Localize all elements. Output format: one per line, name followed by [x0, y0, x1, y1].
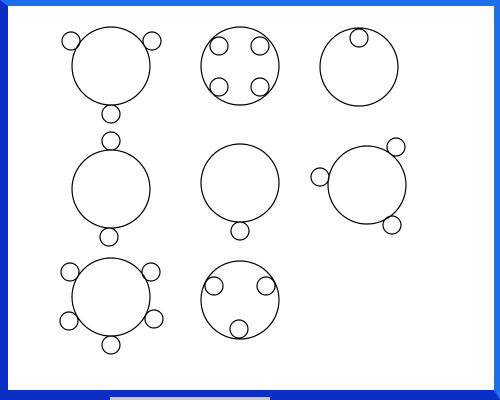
satellite-circle [310, 167, 330, 187]
main-circle [200, 26, 280, 106]
satellite-circle [349, 28, 369, 48]
satellite-circle [60, 262, 80, 282]
figures-layer [59, 26, 407, 355]
bottom-scroll-strip [110, 397, 270, 400]
satellite-circle [209, 36, 229, 56]
main-circle [71, 149, 151, 229]
satellite-circle [250, 77, 270, 97]
figure-3 [319, 27, 399, 107]
main-circle [327, 145, 407, 225]
satellite-circle [61, 31, 81, 51]
figure-2 [200, 26, 280, 106]
main-circle [200, 143, 280, 223]
figure-5 [200, 143, 280, 241]
satellite-circle [204, 276, 224, 296]
figure-6 [310, 137, 407, 235]
satellite-circle [250, 36, 270, 56]
figure-1 [61, 26, 162, 124]
satellite-circle [229, 319, 249, 339]
satellite-circle [101, 131, 121, 151]
satellite-circle [101, 104, 121, 124]
satellite-circle [382, 215, 402, 235]
satellite-circle [99, 227, 119, 247]
satellite-circle [141, 262, 161, 282]
satellite-circle [209, 77, 229, 97]
main-circle [319, 27, 399, 107]
satellite-circle [386, 137, 406, 157]
satellite-circle [230, 221, 250, 241]
main-circle [71, 257, 151, 337]
satellite-circle [59, 311, 79, 331]
figure-4 [71, 131, 151, 247]
satellite-circle [142, 31, 162, 51]
satellite-circle [144, 309, 164, 329]
satellite-circle [256, 276, 276, 296]
satellite-circle [101, 335, 121, 355]
figure-8 [200, 260, 280, 340]
main-circle [200, 260, 280, 340]
figure-7 [59, 257, 164, 355]
main-circle [71, 26, 151, 106]
